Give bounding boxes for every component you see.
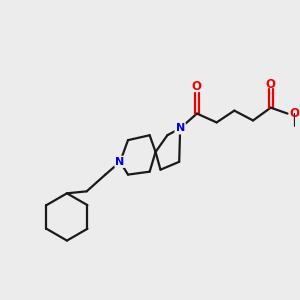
Text: O: O — [266, 77, 276, 91]
Text: O: O — [290, 107, 299, 120]
Text: O: O — [191, 80, 201, 94]
Text: N: N — [176, 123, 185, 133]
Text: N: N — [116, 157, 125, 167]
